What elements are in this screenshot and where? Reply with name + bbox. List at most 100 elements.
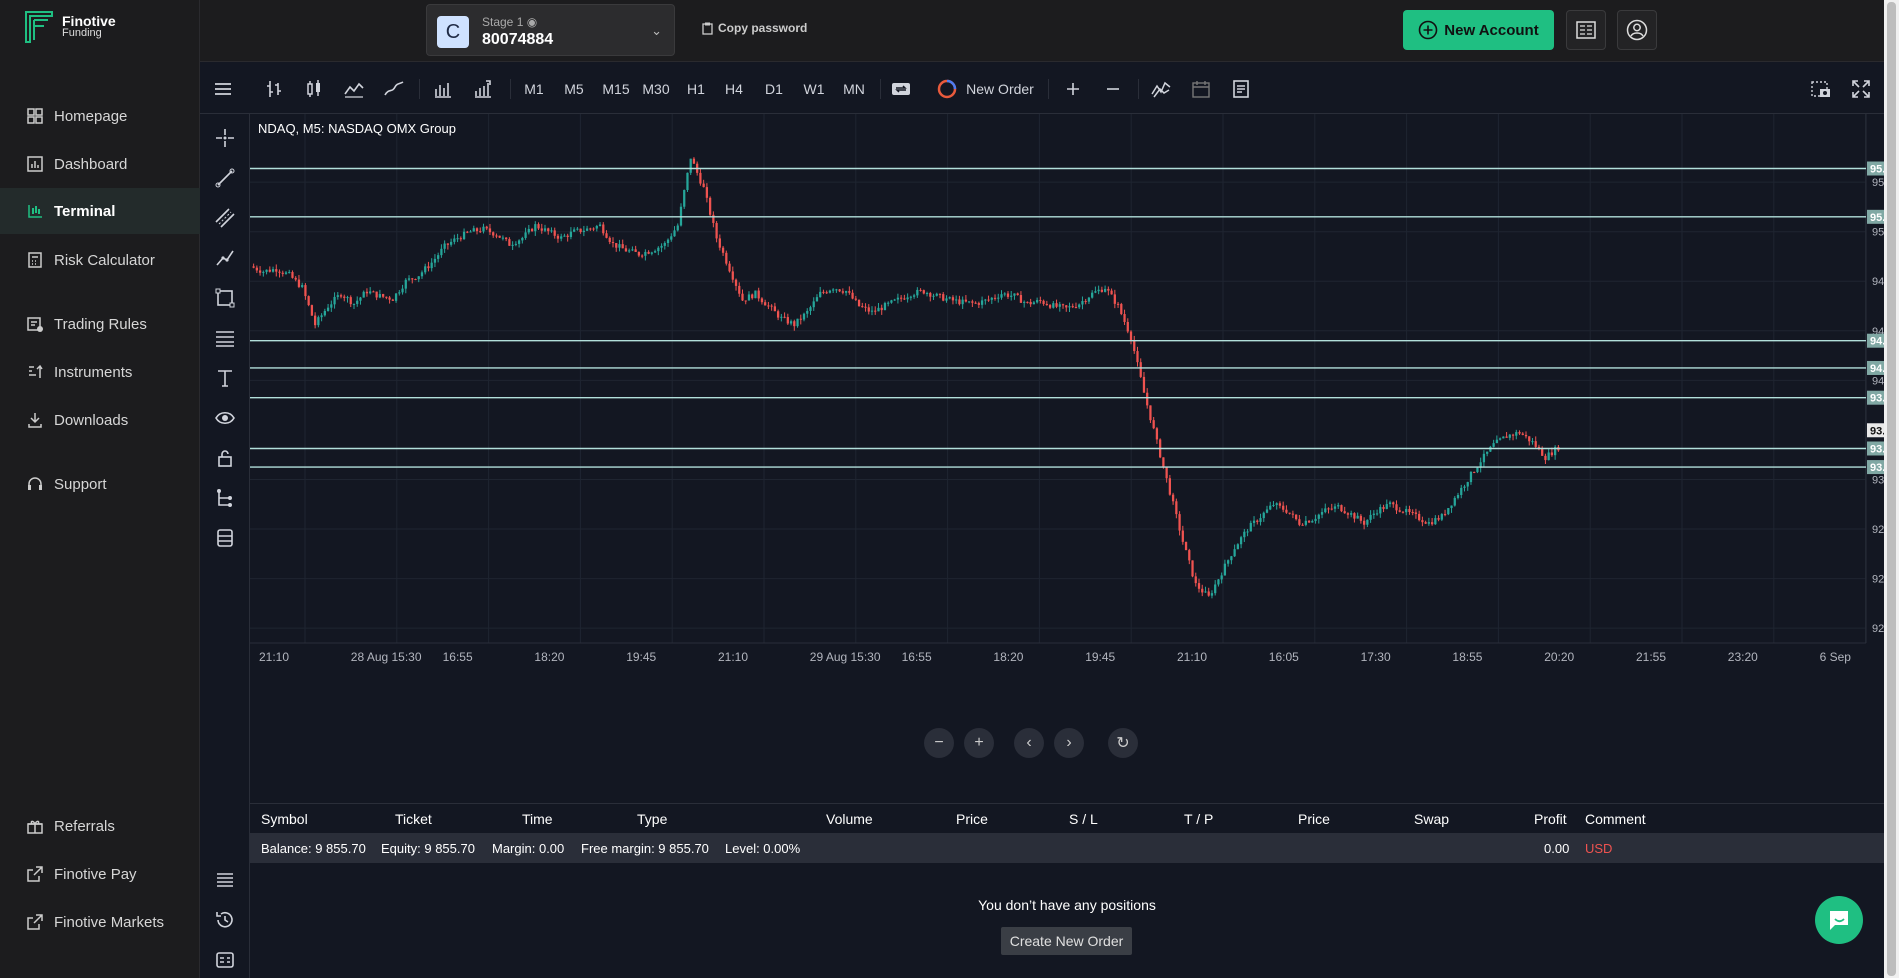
chart-type-line-button[interactable] bbox=[380, 63, 408, 114]
candle-body bbox=[615, 243, 618, 248]
chart-zoom-out-button[interactable]: − bbox=[924, 728, 954, 758]
price-chart[interactable]: 21:10 28 Aug 15:30 16:55 18:20 19:45 21:10 29 … bbox=[250, 114, 1884, 803]
col-header-current-price[interactable]: Price bbox=[1298, 811, 1330, 827]
object-tree-tool[interactable] bbox=[213, 486, 237, 510]
volume-button[interactable] bbox=[430, 63, 456, 114]
sidebar-item-homepage[interactable]: Homepage bbox=[0, 94, 200, 138]
timeframe-h1[interactable]: H1 bbox=[687, 80, 705, 97]
lock-tool[interactable] bbox=[213, 446, 237, 470]
menu-button[interactable] bbox=[210, 63, 236, 114]
candle-body bbox=[1346, 513, 1350, 515]
candle-body bbox=[275, 269, 278, 272]
journal-tool[interactable] bbox=[213, 948, 237, 972]
chart-canvas[interactable]: 21:10 28 Aug 15:30 16:55 18:20 19:45 21:10 29 … bbox=[250, 114, 1884, 803]
chart-type-bars-button[interactable] bbox=[260, 63, 288, 114]
col-header-time[interactable]: Time bbox=[522, 811, 553, 827]
candle-body bbox=[488, 228, 492, 233]
timeframe-m1[interactable]: M1 bbox=[524, 80, 544, 97]
sidebar-item-finotive-markets[interactable]: Finotive Markets bbox=[0, 900, 200, 944]
screenshot-button[interactable] bbox=[1808, 63, 1834, 114]
candle-body bbox=[1414, 512, 1418, 514]
chat-support-button[interactable] bbox=[1815, 896, 1863, 944]
timeframe-d1[interactable]: D1 bbox=[765, 80, 783, 97]
col-header-profit[interactable]: Profit bbox=[1534, 811, 1567, 827]
sidebar-item-dashboard[interactable]: Dashboard bbox=[0, 142, 200, 186]
create-new-order-button[interactable]: Create New Order bbox=[1001, 927, 1132, 955]
sidebar-item-instruments[interactable]: Instruments bbox=[0, 350, 200, 394]
statement-button[interactable] bbox=[1566, 10, 1606, 50]
text-tool[interactable] bbox=[213, 366, 237, 390]
templates-button[interactable] bbox=[1228, 63, 1254, 114]
chart-scroll-left-button[interactable]: ‹ bbox=[1014, 728, 1044, 758]
sidebar-item-downloads[interactable]: Downloads bbox=[0, 398, 200, 442]
col-header-tp[interactable]: T / P bbox=[1184, 811, 1214, 827]
col-header-swap[interactable]: Swap bbox=[1414, 811, 1450, 827]
col-header-comment[interactable]: Comment bbox=[1585, 811, 1646, 827]
timeframe-m5[interactable]: M5 bbox=[564, 80, 584, 97]
sidebar-item-risk-calculator[interactable]: Risk Calculator bbox=[0, 238, 200, 282]
account-selector[interactable]: C Stage 1 ◉ 80074884 ⌄ bbox=[426, 4, 675, 56]
timeframe-h4[interactable]: H4 bbox=[725, 80, 743, 97]
crosshair-tool[interactable] bbox=[213, 126, 237, 150]
tick-volume-button[interactable] bbox=[470, 63, 496, 114]
new-account-button[interactable]: New Account bbox=[1403, 10, 1554, 50]
col-header-volume[interactable]: Volume bbox=[826, 811, 873, 827]
candle-body bbox=[443, 243, 446, 249]
zoom-in-button[interactable] bbox=[1060, 63, 1086, 114]
new-order-button[interactable]: New Order bbox=[930, 63, 1040, 114]
data-window-tool[interactable] bbox=[213, 526, 237, 550]
timeframe-m30[interactable]: M30 bbox=[642, 80, 670, 97]
timeframe-w1[interactable]: W1 bbox=[803, 80, 825, 97]
crosshair-icon bbox=[216, 129, 234, 147]
candle-body bbox=[1524, 434, 1528, 437]
tree-icon bbox=[217, 489, 232, 507]
sidebar-item-trading-rules[interactable]: Trading Rules bbox=[0, 302, 200, 346]
calendar-button[interactable] bbox=[1188, 63, 1214, 114]
fullscreen-button[interactable] bbox=[1848, 63, 1874, 114]
candle-body bbox=[1456, 494, 1460, 498]
candle-body bbox=[330, 304, 333, 308]
trend-line-tool[interactable] bbox=[213, 166, 237, 190]
visibility-tool[interactable] bbox=[213, 406, 237, 430]
scrollbar-thumb[interactable] bbox=[1887, 2, 1896, 976]
sidebar-item-referrals[interactable]: Referrals bbox=[0, 804, 200, 848]
candle-body bbox=[346, 297, 349, 299]
chart-type-area-button[interactable] bbox=[340, 63, 368, 114]
brand-logo[interactable]: Finotive Funding bbox=[24, 10, 116, 44]
positions-list-tool[interactable] bbox=[213, 868, 237, 892]
fibonacci-tool[interactable] bbox=[213, 326, 237, 350]
history-tool[interactable] bbox=[213, 908, 237, 932]
col-header-symbol[interactable]: Symbol bbox=[261, 811, 308, 827]
col-header-type[interactable]: Type bbox=[637, 811, 668, 827]
candle-body bbox=[1541, 448, 1544, 456]
polyline-tool[interactable] bbox=[213, 246, 237, 270]
chart-reset-button[interactable]: ↻ bbox=[1108, 728, 1138, 758]
profile-button[interactable] bbox=[1617, 10, 1657, 50]
chart-scroll-right-button[interactable]: › bbox=[1054, 728, 1084, 758]
col-header-ticket[interactable]: Ticket bbox=[395, 811, 432, 827]
chart-type-candles-button[interactable] bbox=[300, 63, 328, 114]
timeframe-mn[interactable]: MN bbox=[843, 80, 865, 97]
copy-password-button[interactable]: Copy password bbox=[702, 21, 807, 35]
indicators-button[interactable] bbox=[1148, 63, 1174, 114]
sidebar-item-label: Downloads bbox=[54, 411, 129, 429]
page-scrollbar[interactable] bbox=[1884, 0, 1899, 978]
chart-zoom-in-button[interactable]: + bbox=[964, 728, 994, 758]
candle-body bbox=[1278, 503, 1282, 506]
zoom-out-button[interactable] bbox=[1100, 63, 1126, 114]
sidebar-item-finotive-pay[interactable]: Finotive Pay bbox=[0, 852, 200, 896]
col-header-price[interactable]: Price bbox=[956, 811, 988, 827]
candle-body bbox=[579, 228, 582, 233]
timeframe-m15[interactable]: M15 bbox=[602, 80, 630, 97]
trade-mode-button[interactable] bbox=[888, 63, 914, 114]
margin-level-value: Level: 0.00% bbox=[725, 841, 801, 856]
shape-tool[interactable] bbox=[213, 286, 237, 310]
candle-body bbox=[297, 279, 301, 287]
sidebar-item-support[interactable]: Support bbox=[0, 462, 200, 506]
channel-tool[interactable] bbox=[213, 206, 237, 230]
sidebar-item-terminal[interactable]: Terminal bbox=[0, 188, 200, 234]
candle-body bbox=[1029, 301, 1032, 305]
candle-body bbox=[919, 289, 922, 291]
candle-body bbox=[359, 297, 362, 301]
col-header-sl[interactable]: S / L bbox=[1069, 811, 1098, 827]
